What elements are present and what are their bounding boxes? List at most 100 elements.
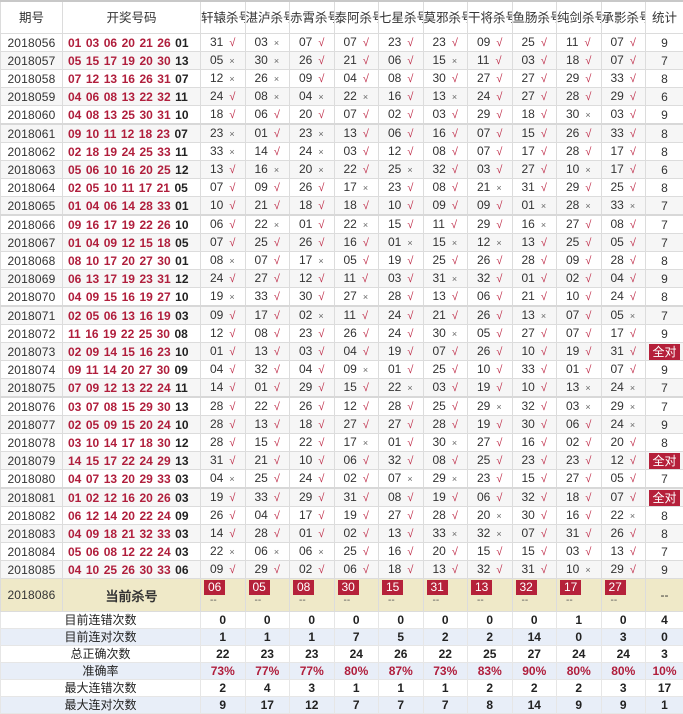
kill-number: 26 (477, 253, 490, 267)
kill-cell: 03√ (379, 270, 424, 288)
red-ball: 22 (121, 327, 134, 341)
kill-cell: 23× (290, 124, 335, 143)
kill-cell: 10√ (512, 379, 557, 398)
issue-cell: 2018069 (1, 270, 63, 288)
check-icon: √ (274, 492, 280, 504)
check-icon: √ (407, 401, 413, 413)
kill-number: 29 (255, 562, 268, 576)
red-ball: 11 (68, 327, 81, 341)
kill-number: 32 (388, 453, 401, 467)
kill-number: 17 (344, 435, 357, 449)
cross-icon: × (452, 92, 457, 102)
issue-cell: 2018082 (1, 507, 63, 525)
kill-number: 23 (522, 453, 535, 467)
check-icon: √ (363, 473, 369, 485)
check-icon: √ (318, 364, 324, 376)
check-icon: √ (496, 219, 502, 231)
check-icon: √ (585, 419, 591, 431)
kill-cell: 27√ (468, 434, 513, 452)
kill-number: 24 (299, 144, 312, 158)
red-ball: 22 (122, 454, 135, 468)
red-ball: 26 (139, 72, 152, 86)
kill-cell: 25√ (468, 452, 513, 470)
red-ball: 12 (104, 381, 117, 395)
red-ball: 16 (122, 72, 135, 86)
current-kill-cell: 05-- (245, 579, 290, 612)
check-icon: √ (541, 109, 547, 121)
kill-number: 11 (566, 35, 578, 49)
kill-cell: 28√ (201, 434, 246, 452)
issue-cell: 2018081 (1, 488, 63, 507)
summary-value: 22 (423, 646, 468, 663)
kill-cell: 25√ (601, 179, 646, 197)
red-ball: 06 (104, 309, 117, 323)
stat-cell: 8 (646, 124, 683, 143)
check-icon: √ (407, 455, 413, 467)
summary-value: 9 (557, 697, 602, 714)
check-icon: √ (363, 109, 369, 121)
cross-icon: × (452, 329, 457, 339)
kill-number: 21 (477, 180, 490, 194)
red-ball: 22 (139, 545, 152, 559)
kill-number: 06 (388, 126, 401, 140)
red-ball: 08 (68, 254, 81, 268)
kill-number: 01 (388, 435, 401, 449)
red-ball: 04 (68, 563, 81, 577)
check-icon: √ (496, 346, 502, 358)
summary-value: 73% (423, 663, 468, 680)
issue-cell: 2018056 (1, 34, 63, 52)
red-ball: 17 (104, 272, 117, 286)
kill-number: 08 (388, 71, 401, 85)
check-icon: √ (496, 255, 502, 267)
check-icon: √ (363, 164, 369, 176)
kill-cell: 26√ (201, 507, 246, 525)
kill-cell: 06√ (245, 106, 290, 125)
kill-cell: 32 √ (379, 452, 424, 470)
kill-number: 30 (566, 107, 579, 121)
kill-cell: 10√ (468, 361, 513, 379)
kill-cell: 23√ (379, 34, 424, 52)
kill-cell: 11√ (334, 306, 379, 325)
kill-number: 06 (566, 417, 579, 431)
cross-icon: × (452, 438, 457, 448)
summary-label: 最大连对次数 (1, 697, 201, 714)
kill-cell: 27√ (512, 325, 557, 343)
kill-number: 13 (344, 126, 357, 140)
kill-number: 26 (477, 344, 490, 358)
kill-cell: 26 √ (468, 343, 513, 361)
check-icon: √ (452, 546, 458, 558)
kill-cell: 21√ (245, 452, 290, 470)
kill-number: 01 (255, 380, 268, 394)
kill-number: 08 (210, 253, 223, 267)
kill-number: 28 (566, 144, 579, 158)
issue-cell: 2018057 (1, 52, 63, 70)
kill-number: 04 (299, 362, 312, 376)
red-ball: 11 (86, 363, 99, 377)
kill-cell: 07√ (557, 325, 602, 343)
kill-cell: 03√ (557, 543, 602, 561)
kill-number: 17 (299, 508, 312, 522)
red-ball: 07 (86, 472, 99, 486)
red-ball: 18 (86, 145, 99, 159)
header-kill-1: 湛泸杀号 (245, 1, 290, 34)
kill-cell: 28√ (245, 525, 290, 543)
check-icon: √ (496, 364, 502, 376)
current-kill-badge: 05 (249, 580, 270, 595)
summary-value: 73% (201, 663, 246, 680)
kill-cell: 28√ (201, 397, 246, 416)
kill-number: 25 (433, 362, 446, 376)
kill-number: 11 (344, 308, 356, 322)
red-ball: 27 (139, 254, 152, 268)
check-icon: √ (541, 37, 547, 49)
kill-cell: 03√ (601, 106, 646, 125)
check-icon: √ (407, 346, 413, 358)
kill-cell: 16√ (334, 234, 379, 252)
check-icon: √ (229, 109, 235, 121)
check-icon: √ (318, 419, 324, 431)
red-ball: 28 (139, 199, 152, 213)
